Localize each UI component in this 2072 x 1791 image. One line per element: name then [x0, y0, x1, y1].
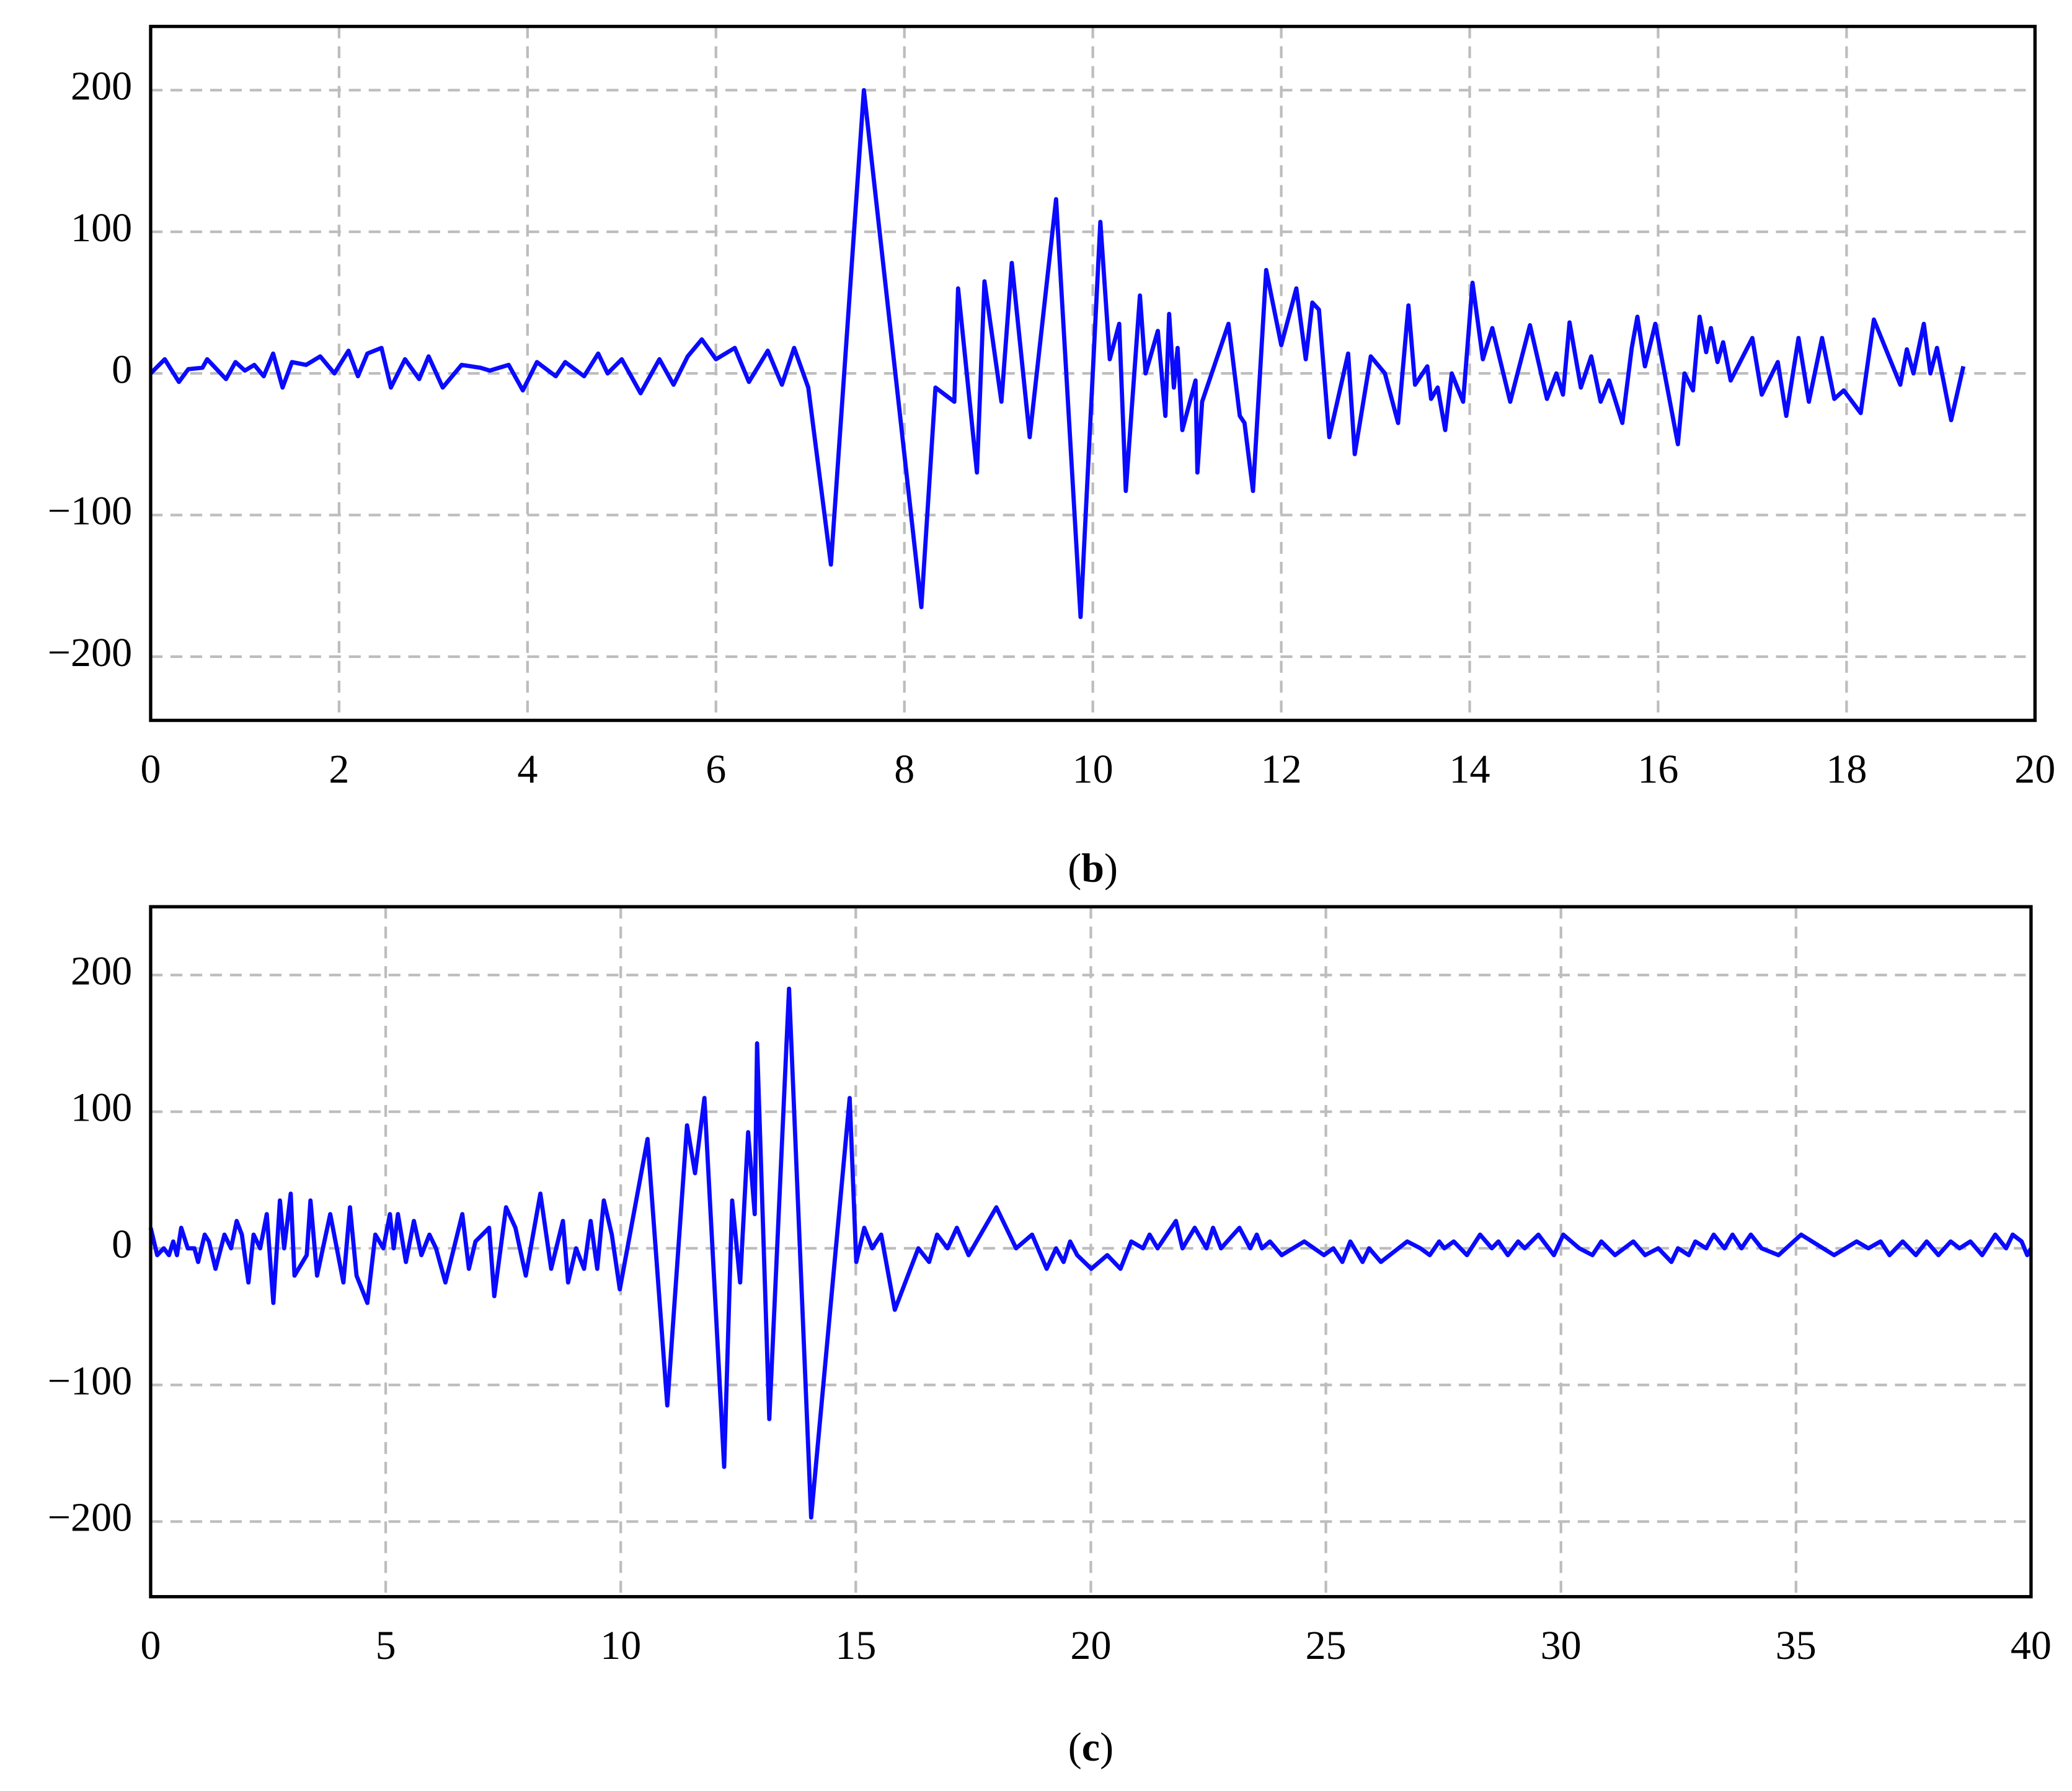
x-tick-label: 10	[600, 1623, 641, 1668]
x-tick-label: 18	[1826, 747, 1867, 792]
x-tick-label: 40	[2011, 1623, 2052, 1668]
x-tick-label: 12	[1261, 747, 1302, 792]
data-line	[148, 986, 2033, 1520]
caption: (c)	[1068, 1725, 1113, 1770]
y-tick-label: 200	[71, 64, 132, 109]
x-tick-label: 0	[140, 1623, 161, 1668]
caption-part: )	[1100, 1725, 1113, 1770]
x-tick-label: 20	[2014, 747, 2055, 792]
x-tick-label: 8	[894, 747, 914, 792]
caption-part: )	[1104, 846, 1118, 891]
x-tick-label: 4	[517, 747, 538, 792]
x-tick-label: 35	[1776, 1623, 1817, 1668]
y-tick-label: 200	[71, 948, 132, 993]
caption-part: c	[1082, 1725, 1100, 1770]
caption-part: (	[1068, 846, 1081, 891]
caption-part: (	[1068, 1725, 1082, 1770]
caption-part: b	[1081, 846, 1104, 891]
y-tick-label: −100	[48, 1358, 132, 1403]
y-tick-label: 0	[112, 1222, 132, 1267]
x-tick-label: 0	[140, 747, 161, 792]
x-tick-label: 10	[1073, 747, 1113, 792]
y-tick-label: 100	[71, 205, 132, 251]
y-tick-label: −100	[48, 489, 132, 534]
x-tick-label: 15	[835, 1623, 876, 1668]
plot-frame	[149, 24, 2037, 722]
x-tick-label: 14	[1449, 747, 1490, 792]
x-tick-label: 2	[329, 747, 349, 792]
x-tick-label: 16	[1637, 747, 1678, 792]
data-line	[149, 87, 1966, 620]
x-tick-label: 20	[1070, 1623, 1111, 1668]
plot-frame	[149, 905, 2033, 1599]
x-tick-label: 5	[376, 1623, 396, 1668]
y-tick-label: 0	[112, 347, 132, 392]
x-tick-label: 6	[706, 747, 726, 792]
x-tick-label: 25	[1306, 1623, 1347, 1668]
caption: (b)	[1068, 846, 1118, 891]
y-tick-label: −200	[48, 1495, 132, 1540]
y-tick-label: 100	[71, 1085, 132, 1131]
x-tick-label: 30	[1541, 1623, 1582, 1668]
y-tick-label: −200	[48, 630, 132, 675]
